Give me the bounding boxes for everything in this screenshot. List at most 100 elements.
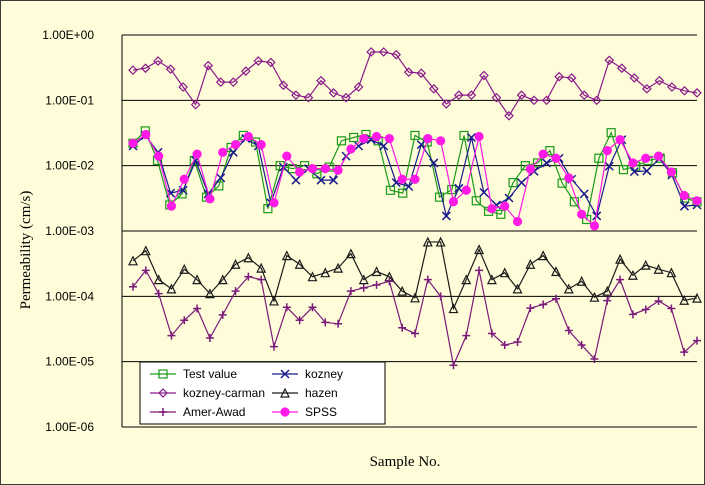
data-point-hazen (320, 267, 331, 278)
data-point-kozney-carman (178, 82, 188, 92)
data-point-hazen (333, 262, 344, 273)
data-point-kozney-carman (153, 56, 163, 66)
series-kozney-carman (128, 47, 702, 121)
data-point-kozney (404, 181, 414, 192)
data-point-amer-awad (372, 280, 381, 289)
data-point-kozney-carman (479, 70, 489, 81)
data-point-test-value (582, 214, 592, 225)
data-point-hazen (230, 258, 241, 269)
data-point-kozney (216, 173, 226, 183)
data-point-spss (538, 149, 548, 159)
data-point-spss (615, 135, 625, 145)
legend-label: SPSS (305, 405, 337, 419)
data-point-kozney-carman (491, 92, 502, 103)
y-tick-labels: 1.00E+00 1.00E-01 1.00E-02 1.00E-03 1.00E-04… (42, 28, 94, 434)
data-point-amer-awad (385, 277, 394, 286)
series-layer (128, 47, 702, 370)
data-point-hazen (525, 258, 536, 269)
series-spss (128, 129, 702, 231)
data-point-kozney-carman (516, 90, 527, 101)
y-tick-label: 1.00E-01 (45, 93, 94, 107)
data-point-amer-awad (462, 331, 471, 340)
data-point-amer-awad (590, 354, 599, 363)
data-point-spss (384, 133, 394, 144)
data-point-kozney-carman (642, 83, 652, 94)
data-point-spss (679, 190, 689, 201)
data-point-hazen (307, 271, 318, 282)
data-point-spss (512, 216, 523, 227)
data-point-amer-awad (603, 296, 612, 305)
data-point-spss (551, 153, 561, 163)
data-point-test-value (471, 196, 481, 206)
data-point-spss (320, 164, 330, 174)
data-point-hazen (486, 274, 497, 285)
data-point-kozney-carman (328, 88, 339, 98)
data-point-amer-awad (193, 304, 202, 313)
data-point-kozney-carman (391, 49, 402, 60)
data-point-test-value (349, 132, 359, 143)
data-point-kozney (629, 167, 639, 177)
data-point-test-value (398, 188, 408, 198)
data-point-amer-awad (552, 294, 560, 303)
data-point-kozney (542, 158, 552, 168)
data-point-test-value (263, 204, 273, 214)
data-point-test-value (459, 130, 469, 141)
data-point-hazen (653, 263, 664, 274)
data-point-amer-awad (231, 287, 240, 296)
data-point-kozney-carman (616, 63, 627, 74)
data-point-spss (653, 151, 664, 161)
data-point-spss (179, 174, 189, 184)
data-point-spss (577, 209, 587, 219)
data-point-amer-awad (526, 304, 535, 313)
data-point-spss (692, 196, 702, 206)
data-point-hazen (243, 252, 254, 263)
data-point-hazen (512, 283, 523, 294)
data-point-test-value (496, 209, 506, 219)
legend-entry-kozney: kozney (272, 367, 343, 381)
data-point-spss (628, 158, 638, 168)
data-point-kozney-carman (253, 56, 264, 66)
data-point-hazen (179, 263, 190, 274)
data-point-kozney-carman (303, 92, 314, 103)
data-point-amer-awad (295, 316, 304, 325)
data-point-kozney-carman (441, 99, 452, 109)
data-point-test-value (336, 136, 347, 146)
legend-marker (280, 369, 290, 379)
data-point-kozney-carman (203, 60, 214, 71)
legend: Test value kozney kozney-carman hazen Amer-A… (139, 361, 386, 425)
data-point-hazen (615, 253, 626, 264)
x-axis-label: Sample No. (370, 454, 441, 470)
data-point-spss (564, 173, 574, 183)
data-point-amer-awad (129, 282, 137, 291)
data-point-kozney-carman (591, 95, 602, 106)
legend-marker (159, 408, 167, 416)
data-point-kozney-carman (240, 66, 251, 76)
data-point-hazen (140, 245, 151, 256)
y-axis-label: Permeability (cm/s) (18, 191, 34, 310)
data-point-spss (307, 164, 318, 174)
data-point-spss (230, 140, 241, 150)
data-point-hazen (204, 288, 215, 299)
legend-entry-test-value: Test value (150, 367, 237, 381)
data-point-amer-awad (641, 305, 650, 314)
data-point-spss (269, 198, 279, 208)
data-point-hazen (461, 274, 472, 285)
data-point-test-value (508, 178, 518, 188)
data-point-kozney-carman (554, 71, 564, 82)
data-point-kozney-carman (403, 67, 414, 77)
data-point-kozney-carman (228, 77, 239, 87)
data-point-kozney-carman (140, 63, 151, 74)
data-point-amer-awad (423, 275, 432, 284)
data-point-spss (128, 138, 138, 148)
data-point-amer-awad (654, 296, 663, 305)
data-point-kozney-carman (466, 90, 477, 101)
data-point-kozney (642, 166, 652, 176)
data-point-hazen (358, 274, 369, 285)
data-point-hazen (551, 266, 561, 277)
data-point-hazen (397, 285, 408, 296)
data-point-kozney-carman (428, 83, 439, 94)
legend-label: hazen (305, 386, 338, 400)
legend-label: Amer-Awad (183, 405, 245, 419)
data-point-kozney-carman (654, 75, 665, 86)
data-point-kozney-carman (165, 64, 176, 75)
